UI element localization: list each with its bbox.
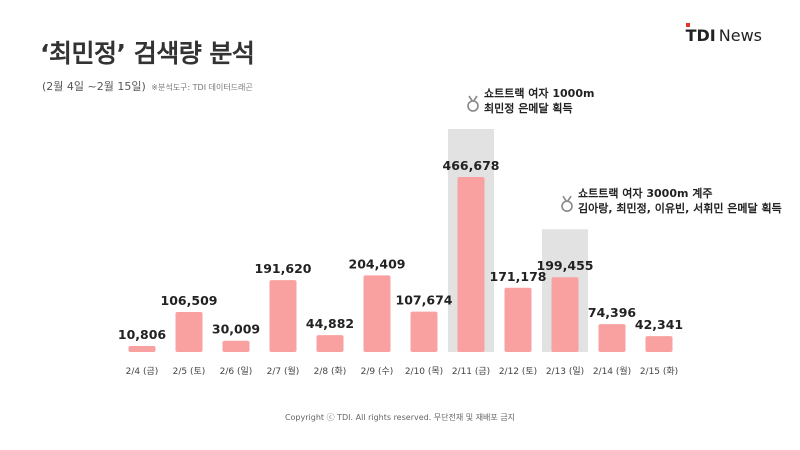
x-tick-label: 2/13 (일) [546,366,584,377]
annotation-text: 최민정 은메달 획득 [484,101,573,115]
bar [645,336,673,352]
data-label: 10,806 [118,327,167,342]
medal-icon [467,95,479,112]
x-tick-label: 2/5 (토) [173,367,206,377]
data-label: 44,882 [306,316,354,331]
data-label: 191,620 [255,261,312,276]
bar-chart: 10,806 2/4 (금) 106,509 2/5 (토) 30,009 2/6 (일)… [118,86,782,377]
bar [598,324,626,352]
medal-disc [467,100,479,112]
data-label: 204,409 [349,256,406,271]
x-tick-label: 2/14 (월) [593,365,631,377]
bar [551,277,579,352]
x-tick-label: 2/15 (화) [640,366,678,377]
bar [457,177,485,352]
annotation-text: 쇼트트랙 여자 1000m [484,86,594,100]
x-tick-label: 2/9 (수) [361,366,394,377]
bar [175,312,203,352]
bar [128,346,156,352]
annotation-text: 쇼트트랙 여자 3000m 계주 [578,186,713,200]
medal-icon [561,195,573,213]
logo-suffix: News [718,26,762,45]
medal-disc [561,200,573,213]
copyright-footer: Copyright ⓒ TDI. All rights reserved. 무단… [284,413,516,422]
data-label: 107,674 [396,293,453,308]
source-note: ※분석도구: TDI 데이터드래곤 [151,83,253,92]
bar [222,340,250,352]
x-tick-label: 2/11 (금) [452,366,490,377]
data-label: 42,341 [635,317,683,332]
data-label: 171,178 [490,269,547,284]
x-tick-label: 2/7 (월) [267,365,300,377]
x-tick-label: 2/10 (목) [405,366,443,377]
logo-brand: TDI [685,23,716,45]
x-tick-label: 2/12 (토) [499,367,537,377]
bar [316,335,344,352]
logo-brand-text: TDI [685,26,716,45]
bar [363,275,391,352]
bar [504,287,532,352]
x-tick-label: 2/4 (금) [126,366,159,377]
x-tick-label: 2/6 (일) [220,366,253,377]
date-range-subtitle: (2월 4일 ~2월 15일) [42,80,146,93]
data-label: 106,509 [161,293,218,308]
tdi-news-logo: TDI News [685,23,762,45]
logo-red-dot [685,23,690,27]
data-label: 30,009 [212,322,260,337]
data-label: 466,678 [443,158,500,173]
data-label: 74,396 [588,305,637,320]
subtitle-row: (2월 4일 ~2월 15일) ※분석도구: TDI 데이터드래곤 [42,78,253,94]
bar [410,311,438,352]
annotation-text: 김아랑, 최민정, 이유빈, 서휘민 은메달 획득 [578,201,782,215]
data-label: 199,455 [537,258,594,273]
x-tick-label: 2/8 (화) [314,366,347,377]
chart-title: ‘최민정’ 검색량 분석 [40,39,255,68]
bar [269,280,297,352]
